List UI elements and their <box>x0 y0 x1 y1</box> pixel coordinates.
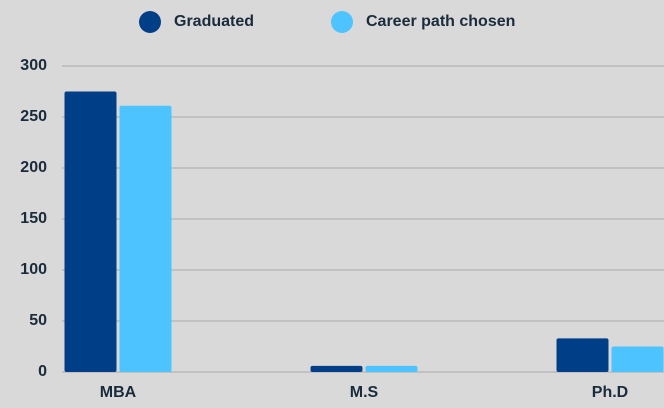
y-tick-label: 300 <box>20 57 47 74</box>
y-tick-label: 200 <box>20 159 47 176</box>
x-tick-label: MBA <box>100 384 137 401</box>
bar <box>365 365 418 372</box>
x-tick-label: Ph.D <box>592 384 628 401</box>
y-tick-label: 50 <box>29 312 47 329</box>
legend-swatch <box>331 11 353 33</box>
bar <box>64 91 117 372</box>
legend-label: Career path chosen <box>366 13 515 30</box>
y-tick-label: 150 <box>20 210 47 227</box>
legend-label: Graduated <box>174 13 254 30</box>
bar <box>310 365 363 372</box>
y-tick-label: 100 <box>20 261 47 278</box>
bar <box>119 105 172 372</box>
bar <box>611 346 664 372</box>
bar <box>556 338 609 372</box>
y-tick-label: 250 <box>20 108 47 125</box>
y-tick-label: 0 <box>38 363 47 380</box>
legend-swatch <box>139 11 161 33</box>
x-tick-label: M.S <box>350 384 379 401</box>
